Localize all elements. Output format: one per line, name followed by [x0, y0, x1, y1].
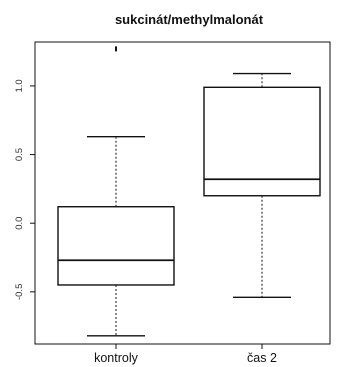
- x-category-label: kontroly: [94, 351, 139, 365]
- outlier-point: [115, 46, 117, 52]
- x-axis: kontroly čas 2: [94, 344, 277, 365]
- plot-frame: [34, 41, 331, 345]
- y-axis: -0.5 0.0 0.5 1.0: [14, 79, 35, 300]
- boxes-group: [57, 46, 321, 337]
- iqr-box: [203, 86, 321, 197]
- y-tick-label: 0.0: [14, 217, 25, 230]
- box-2: [203, 72, 321, 299]
- x-category-label: čas 2: [247, 351, 277, 365]
- box-1: [57, 46, 175, 337]
- y-tick-label: 0.5: [14, 148, 25, 161]
- iqr-box: [57, 206, 175, 286]
- y-tick-label: 1.0: [14, 79, 25, 92]
- chart-title: sukcinát/methylmalonát: [115, 12, 264, 27]
- y-tick-label: -0.5: [14, 284, 25, 300]
